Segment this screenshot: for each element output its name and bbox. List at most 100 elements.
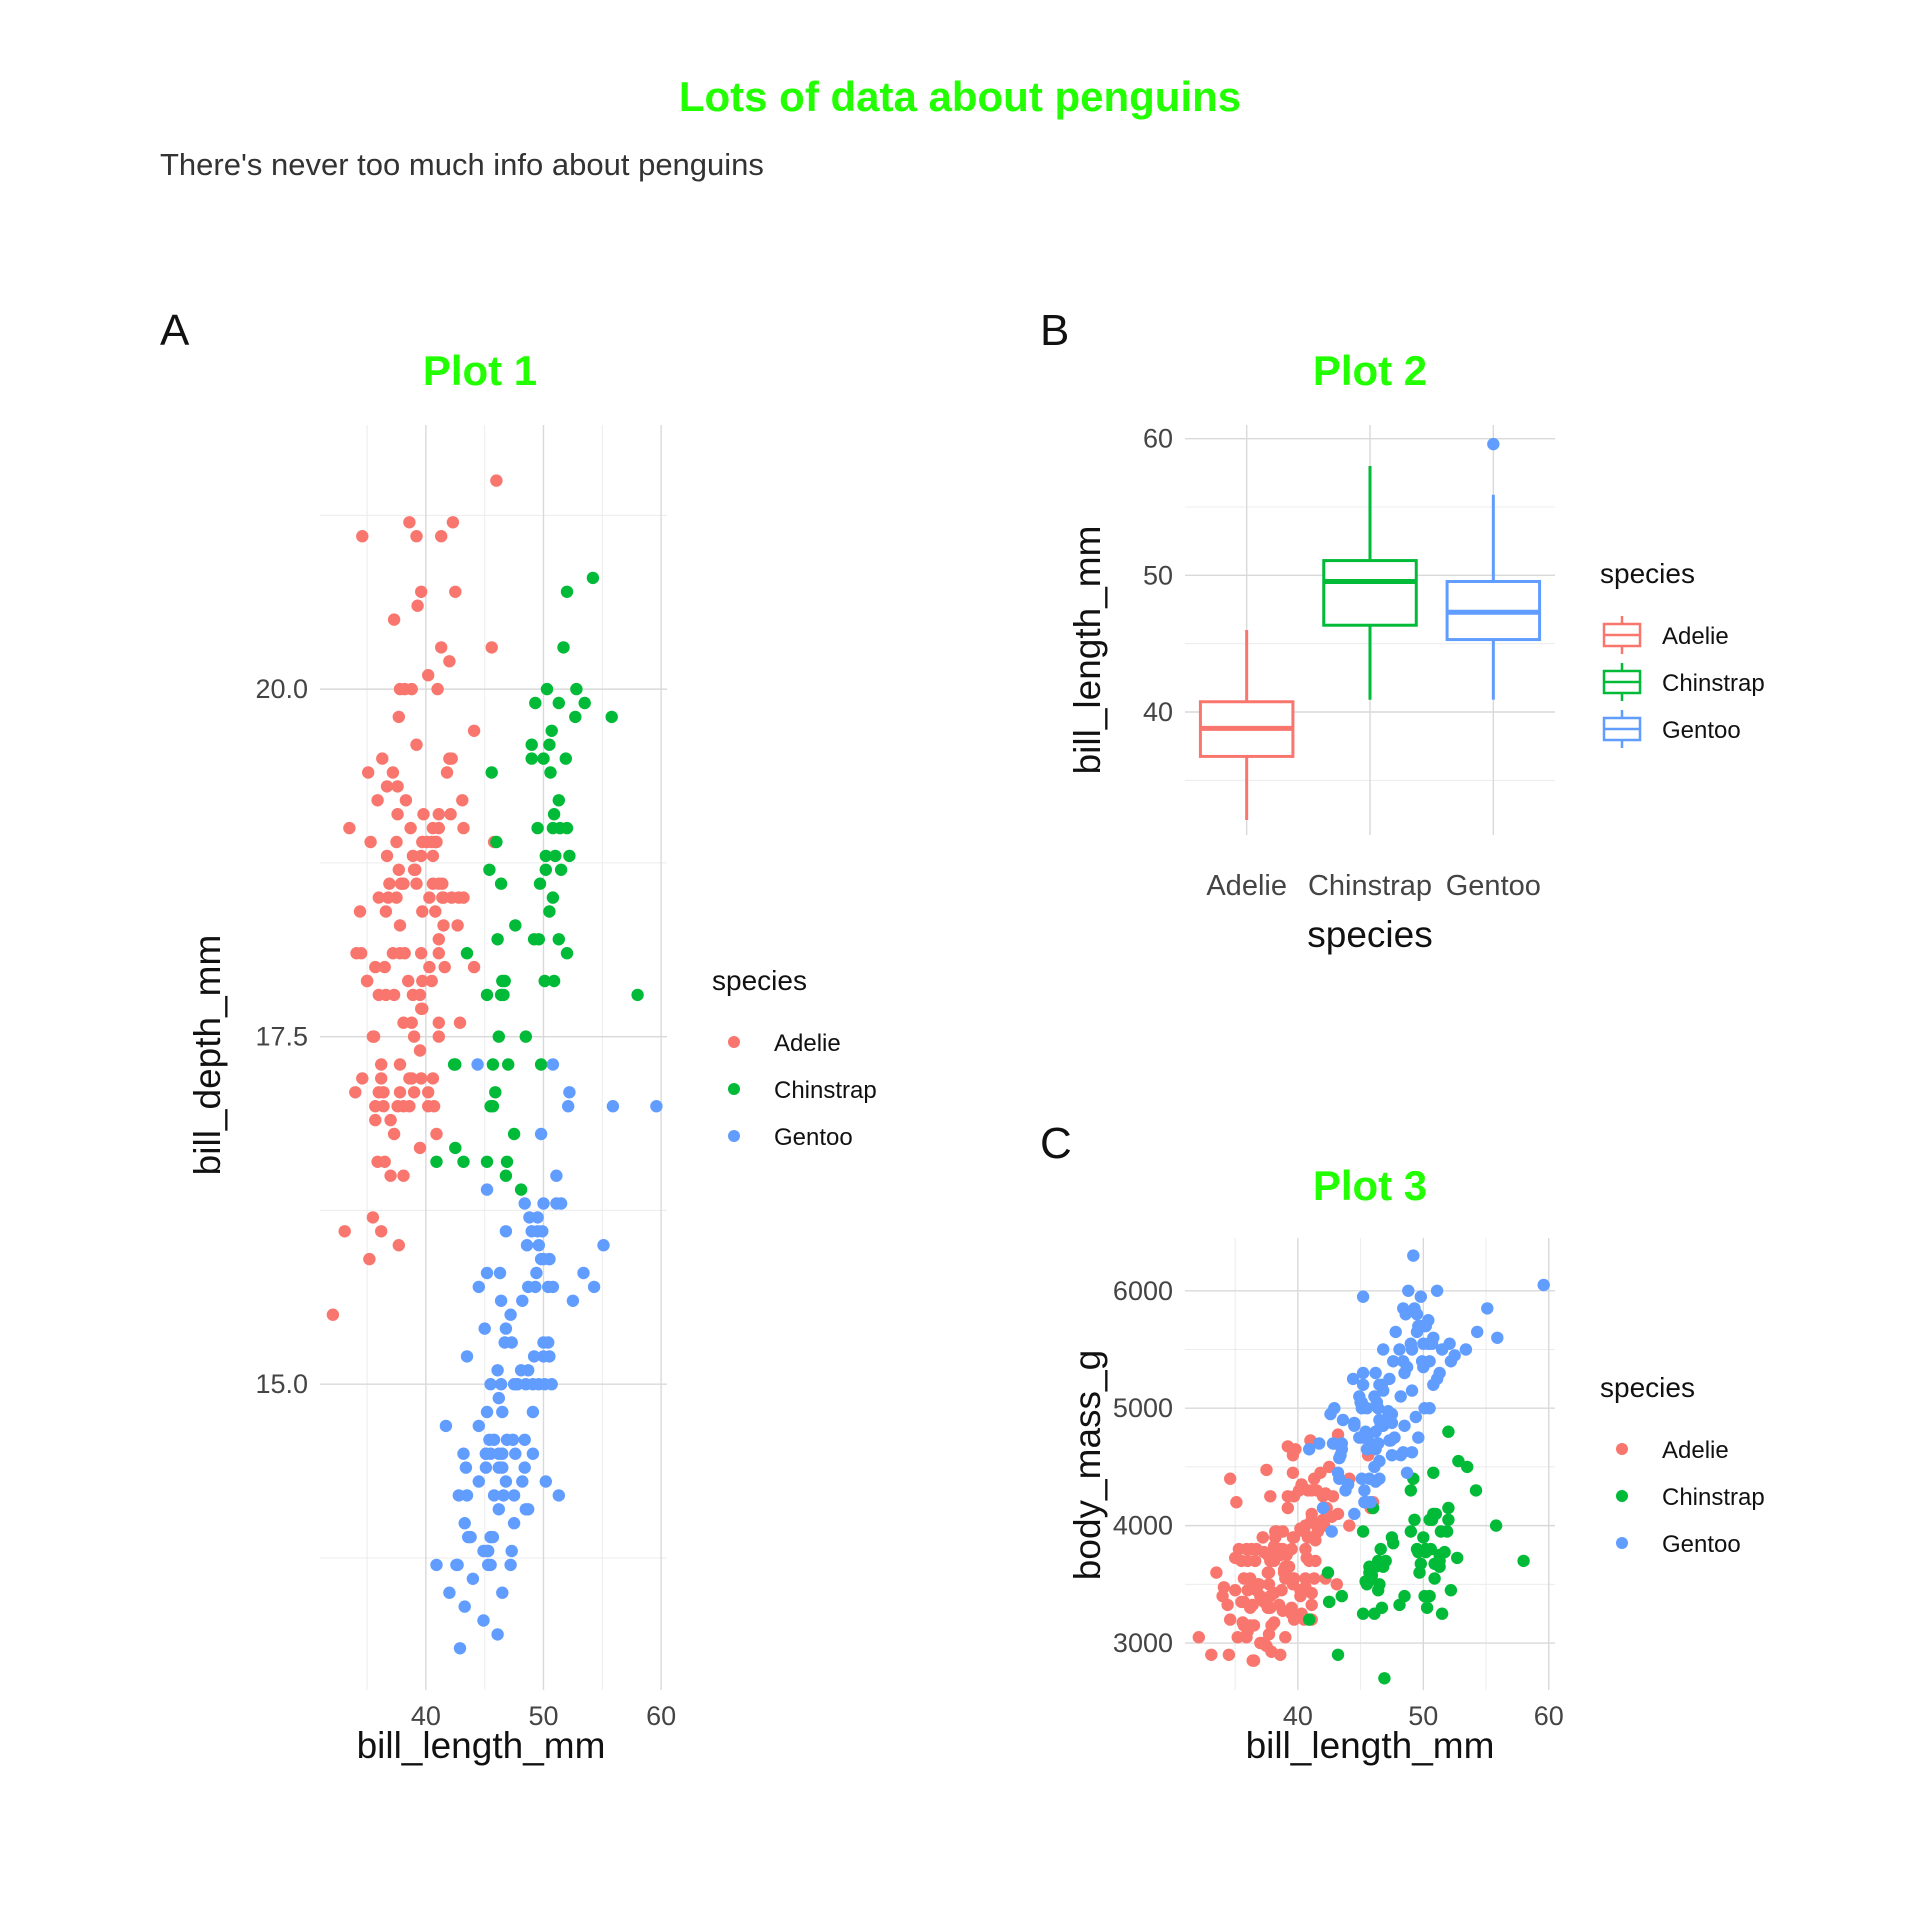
point-adelie	[432, 1030, 445, 1043]
point-adelie	[363, 1252, 376, 1266]
point-chinstrap	[1451, 1551, 1464, 1565]
point-adelie	[372, 1086, 385, 1099]
point-adelie	[360, 974, 374, 988]
point-chinstrap	[483, 863, 496, 876]
x-tick-label: 50	[1408, 1701, 1438, 1731]
point-gentoo	[1325, 1525, 1338, 1538]
point-chinstrap	[605, 710, 618, 724]
point-gentoo	[606, 1100, 620, 1113]
legend-key-adelie	[728, 1036, 740, 1048]
point-gentoo	[526, 1378, 540, 1391]
point-chinstrap	[480, 988, 494, 1002]
point-gentoo	[1369, 1366, 1382, 1380]
plot-2-boxes	[1198, 437, 1542, 820]
point-adelie	[1237, 1572, 1251, 1585]
point-gentoo	[1405, 1384, 1419, 1397]
point-gentoo	[480, 1405, 494, 1419]
point-gentoo	[505, 1544, 518, 1558]
point-gentoo	[484, 1378, 497, 1391]
point-chinstrap	[457, 1155, 470, 1169]
point-chinstrap	[563, 849, 576, 863]
point-adelie	[1323, 1460, 1336, 1474]
point-gentoo	[507, 1489, 521, 1502]
point-adelie	[426, 849, 440, 863]
point-adelie	[407, 1030, 421, 1043]
legend-title: species	[1600, 1372, 1695, 1403]
legend-key-gentoo	[728, 1130, 740, 1142]
plot-2-x-axis-title: species	[1307, 914, 1432, 955]
point-adelie	[416, 974, 429, 988]
point-adelie	[490, 474, 503, 487]
point-gentoo	[500, 1433, 514, 1447]
point-adelie	[391, 780, 404, 793]
point-chinstrap	[531, 821, 544, 835]
point-adelie	[355, 947, 368, 960]
point-adelie	[366, 1211, 380, 1224]
point-adelie	[456, 794, 469, 807]
point-gentoo	[520, 1239, 534, 1252]
point-gentoo	[1377, 1343, 1390, 1356]
point-chinstrap	[529, 696, 542, 710]
y-tick-label: 17.5	[255, 1022, 308, 1052]
point-chinstrap	[1444, 1584, 1458, 1597]
point-adelie	[431, 682, 444, 696]
point-adelie	[372, 891, 385, 904]
point-gentoo	[466, 1572, 480, 1586]
point-adelie	[457, 891, 470, 904]
point-adelie	[1205, 1648, 1218, 1662]
point-chinstrap	[514, 1183, 528, 1196]
point-gentoo	[480, 1183, 494, 1196]
point-chinstrap	[500, 1155, 514, 1169]
point-chinstrap	[570, 682, 583, 696]
point-gentoo	[464, 1530, 477, 1544]
point-chinstrap	[525, 738, 538, 751]
point-gentoo	[1377, 1419, 1390, 1433]
point-adelie	[1260, 1463, 1273, 1477]
legend-label-gentoo: Gentoo	[1662, 1531, 1741, 1558]
point-adelie	[1330, 1578, 1344, 1591]
point-chinstrap	[1375, 1601, 1389, 1615]
point-chinstrap	[533, 877, 547, 890]
legend-label-adelie: Adelie	[774, 1030, 841, 1057]
y-tick-label: 3000	[1113, 1628, 1173, 1658]
x-tick-label: 40	[411, 1701, 441, 1731]
point-chinstrap	[480, 1155, 494, 1169]
point-adelie	[1216, 1589, 1229, 1603]
point-chinstrap	[1517, 1554, 1530, 1568]
panel-a: A Plot 1 40 50 60 15.0 17.5 20.0 bill_length_…	[160, 306, 877, 1766]
point-gentoo	[1316, 1501, 1330, 1515]
point-adelie	[467, 960, 481, 974]
point-adelie	[404, 821, 417, 835]
point-gentoo	[496, 1447, 509, 1460]
point-chinstrap	[449, 1058, 462, 1071]
point-chinstrap	[552, 933, 565, 946]
point-adelie	[403, 516, 416, 529]
plot-1-legend: species Adelie Chinstrap Gentoo	[712, 965, 877, 1151]
point-gentoo	[493, 1266, 507, 1280]
point-gentoo	[1398, 1366, 1411, 1380]
point-adelie	[1256, 1531, 1270, 1544]
point-adelie	[1210, 1566, 1223, 1579]
point-adelie	[415, 585, 428, 598]
y-tick-label: 40	[1143, 697, 1173, 727]
point-gentoo	[1407, 1249, 1420, 1262]
point-chinstrap	[578, 696, 591, 710]
point-gentoo	[491, 1628, 504, 1641]
point-gentoo	[480, 1266, 494, 1280]
point-gentoo	[1423, 1402, 1436, 1415]
point-gentoo	[1410, 1308, 1424, 1321]
plot-2-title: Plot 2	[1313, 347, 1427, 394]
point-adelie	[391, 808, 404, 821]
point-adelie	[1286, 1466, 1300, 1480]
point-chinstrap	[460, 947, 474, 960]
point-adelie	[1257, 1636, 1271, 1650]
x-tick-label: 40	[1283, 1701, 1313, 1731]
point-gentoo	[1313, 1437, 1326, 1450]
point-gentoo	[1383, 1434, 1396, 1447]
point-gentoo	[532, 1239, 545, 1252]
point-adelie	[1305, 1507, 1318, 1521]
point-gentoo	[539, 1475, 552, 1488]
point-chinstrap	[491, 933, 504, 946]
point-gentoo	[523, 1211, 536, 1224]
